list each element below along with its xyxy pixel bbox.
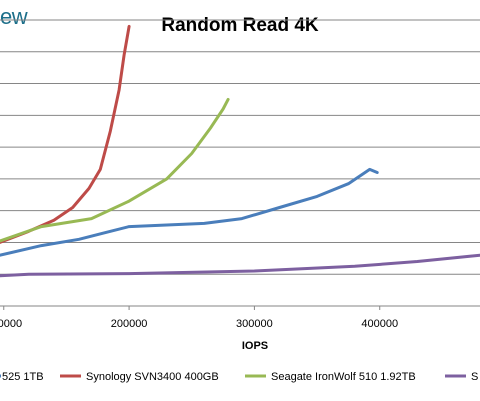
site-logo: ew [0, 4, 28, 29]
x-tick-label: 100000 [0, 318, 22, 330]
x-axis-label: IOPS [242, 340, 268, 352]
series-line-4 [0, 253, 480, 278]
x-tick-label: 400000 [361, 318, 398, 330]
legend: 525 1TB Synology SVN3400 400GB Seagate Iro… [0, 371, 478, 383]
series-lines [0, 24, 480, 278]
x-tick-label: 300000 [236, 318, 273, 330]
series-line-3 [0, 97, 230, 243]
x-tick-labels: 100000 200000 300000 400000 [0, 306, 398, 330]
gridlines [0, 19, 480, 275]
x-tick-label: 200000 [111, 318, 148, 330]
legend-label: S [471, 371, 478, 383]
legend-label: 525 1TB [2, 371, 44, 383]
legend-label: Synology SVN3400 400GB [86, 371, 219, 383]
legend-label: Seagate IronWolf 510 1.92TB [271, 371, 416, 383]
series-line-1 [0, 167, 379, 257]
